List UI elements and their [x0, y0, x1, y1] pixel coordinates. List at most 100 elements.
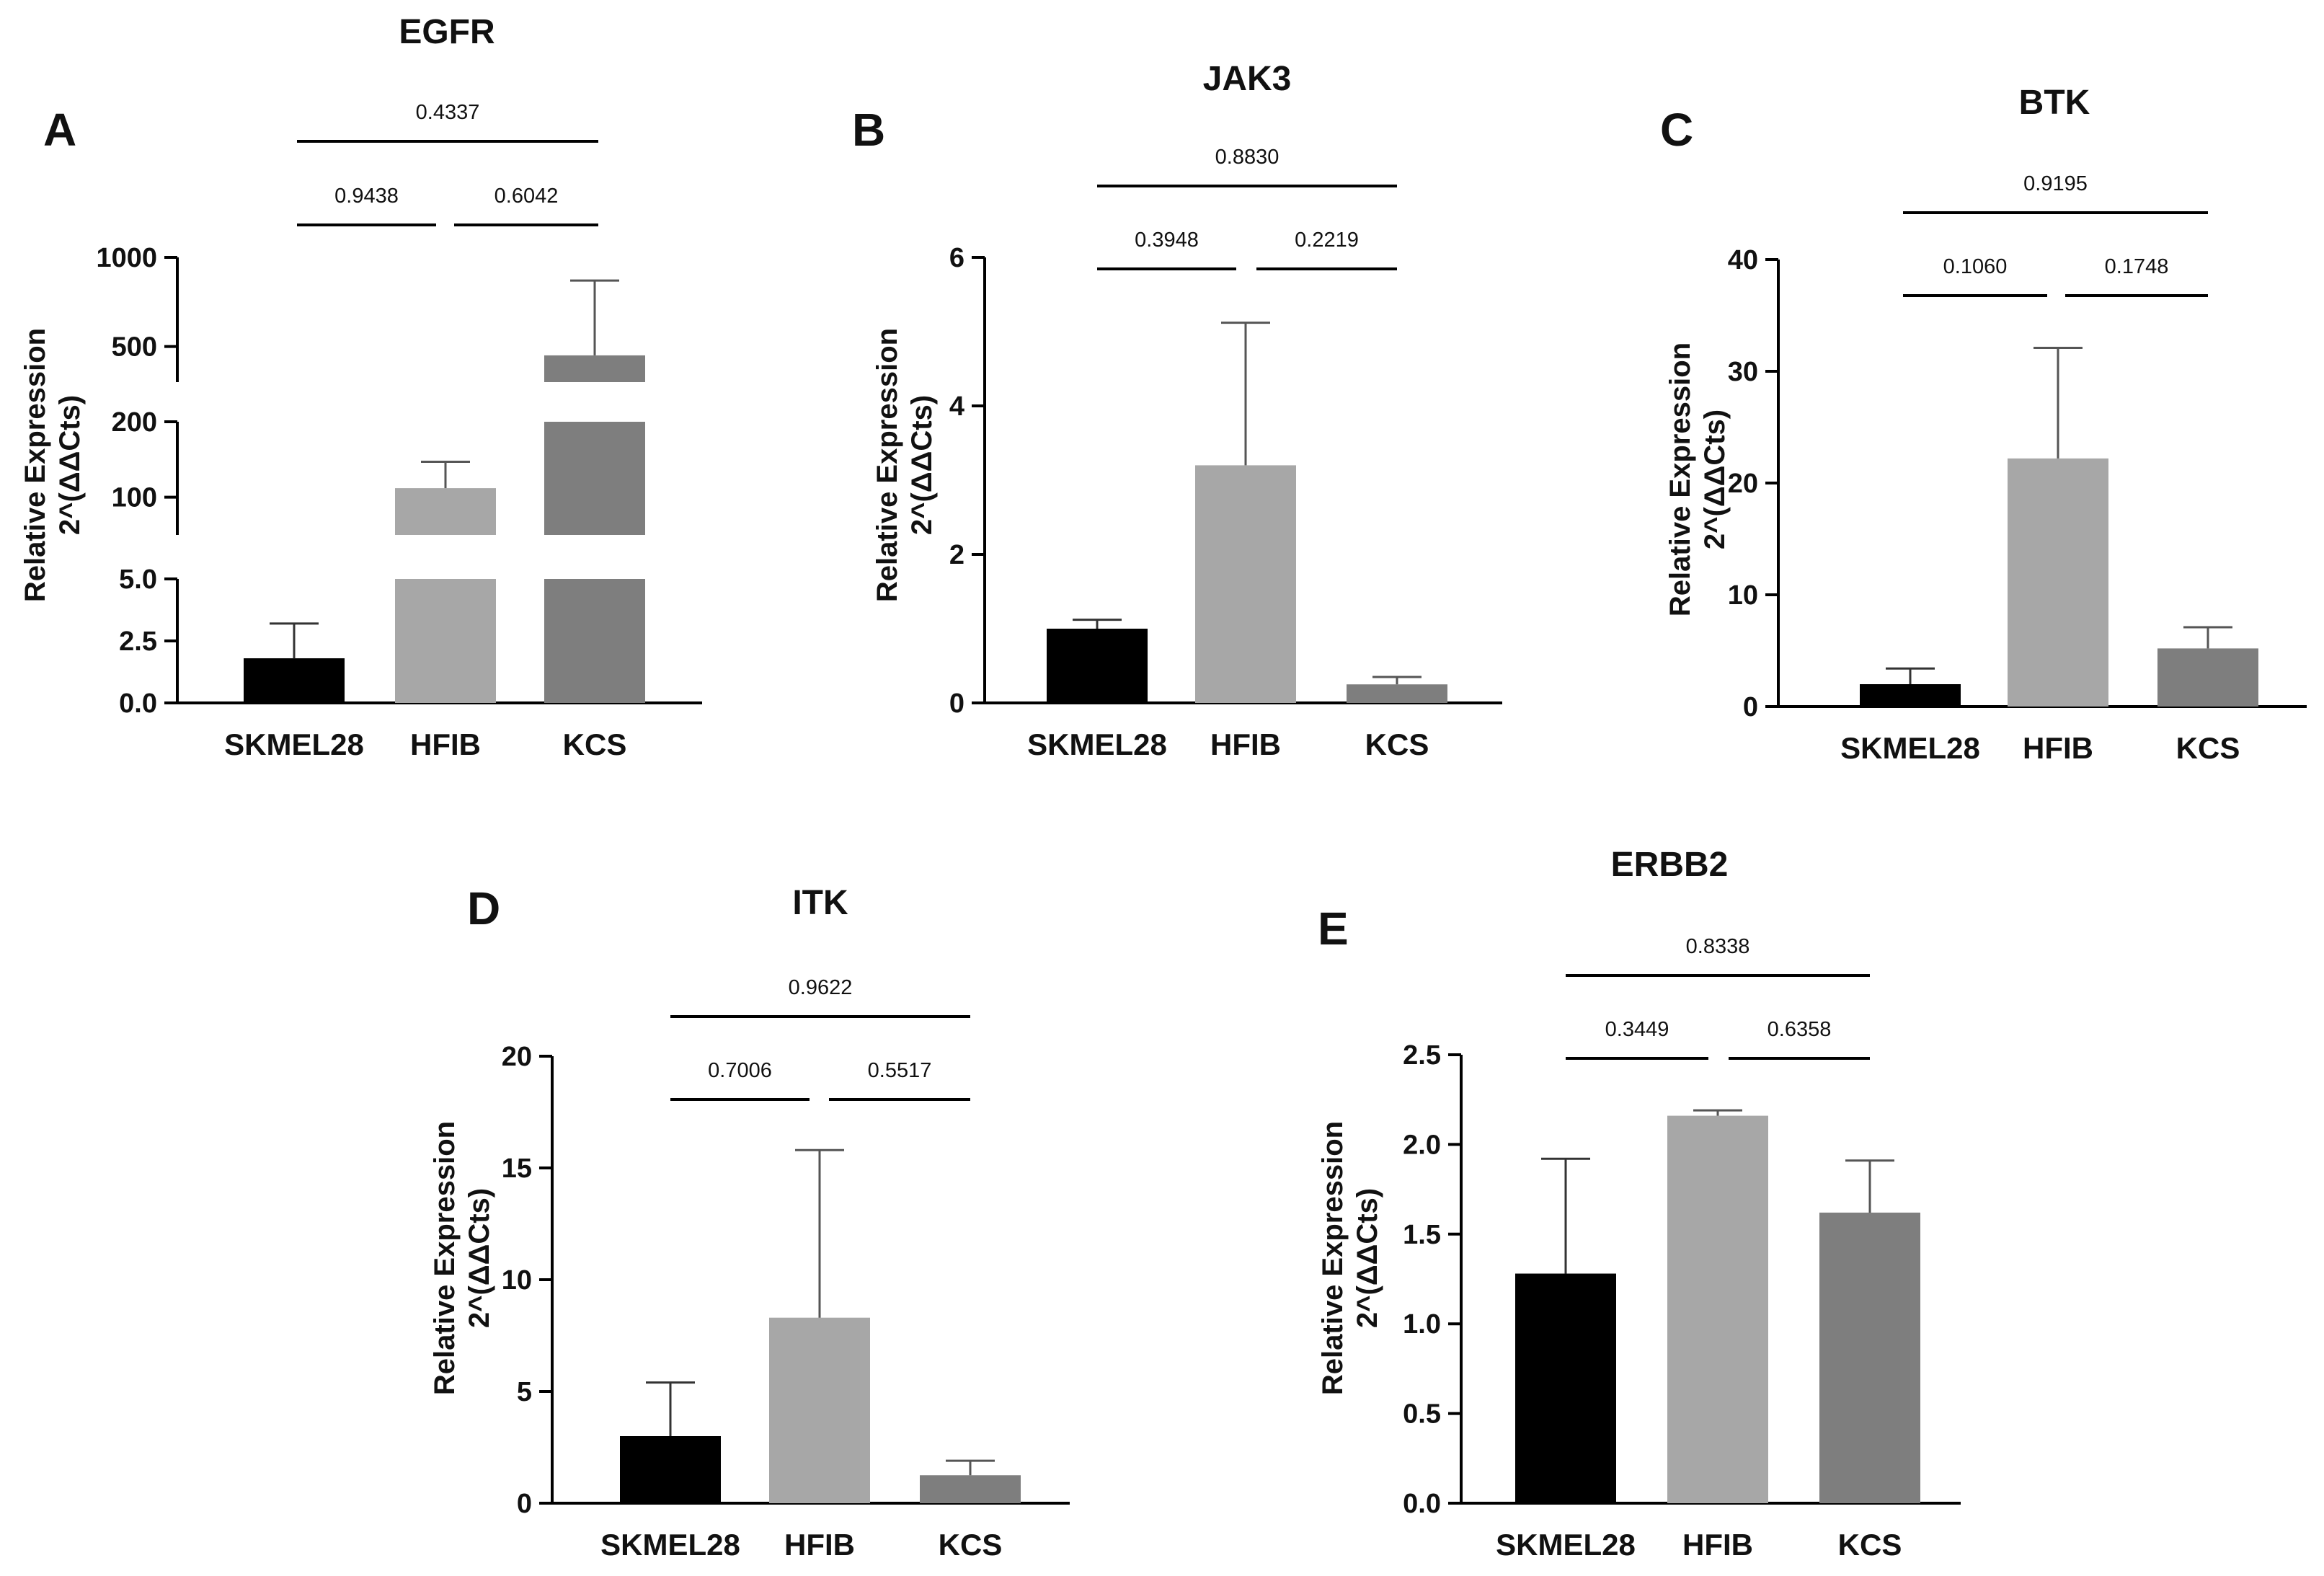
p-value-label: 0.6042: [494, 185, 559, 208]
panel-itk: D ITK Relative Expression 2^(ΔΔCts) 0 5 10…: [429, 882, 1070, 1562]
y-tick-label: 500: [112, 332, 157, 363]
y-tick-label: 200: [112, 407, 157, 438]
bar-kcs: [920, 1475, 1021, 1503]
y-tick-label: 2.0: [1403, 1130, 1441, 1160]
bar-hfib: [2008, 458, 2108, 707]
bar-skmel28: [1047, 629, 1148, 703]
y-tick-label: 4: [949, 391, 964, 422]
y-tick-label: 2: [949, 540, 964, 570]
bar-skmel28: [1515, 1273, 1616, 1503]
panel-btk: C BTK Relative Expression 2^(ΔΔCts) 0 10 2…: [1660, 84, 2307, 765]
x-tick-label: HFIB: [410, 727, 481, 761]
panel-erbb2: E ERBB2 Relative Expression 2^(ΔΔCts) 0.…: [1317, 846, 1961, 1562]
y-tick-label: 0: [1743, 692, 1758, 722]
p-value-label: 0.8830: [1215, 146, 1279, 169]
panel-letter: E: [1318, 903, 1349, 955]
y-tick-label: 30: [1728, 357, 1758, 387]
x-tick-label: HFIB: [2023, 731, 2093, 765]
y-tick-label: 6: [949, 243, 964, 273]
y-axis-label-line2: 2^(ΔΔCts): [54, 395, 86, 535]
bar-kcs: [1347, 684, 1447, 703]
p-value-label: 0.9438: [334, 185, 399, 208]
x-tick-label: SKMEL28: [1496, 1528, 1636, 1562]
y-tick-label: 0: [949, 689, 964, 719]
panel-letter: D: [467, 882, 500, 934]
y-tick-label: 0.0: [1403, 1489, 1441, 1519]
y-tick-label: 0.5: [1403, 1399, 1441, 1430]
panel-letter: A: [43, 104, 76, 156]
bar-hfib: [769, 1317, 870, 1503]
y-tick-label: 20: [1728, 469, 1758, 499]
y-axis-label-line1: Relative Expression: [429, 1121, 461, 1395]
p-value-label: 0.2219: [1295, 229, 1359, 252]
x-tick-label: HFIB: [1682, 1528, 1753, 1562]
y-tick-label: 0: [517, 1489, 532, 1519]
bar-hfib: [395, 579, 496, 703]
y-tick-label: 1000: [96, 243, 157, 273]
bar-hfib: [395, 488, 496, 535]
chart-title: EGFR: [399, 13, 494, 51]
chart-title: ERBB2: [1611, 846, 1729, 884]
y-tick-label: 0.0: [119, 689, 157, 719]
bar-kcs: [2157, 648, 2258, 707]
bar-kcs: [544, 422, 645, 535]
p-value-label: 0.8338: [1686, 935, 1750, 958]
x-tick-label: SKMEL28: [1840, 731, 1980, 765]
p-value-label: 0.9622: [789, 976, 853, 999]
y-axis-label-line2: 2^(ΔΔCts): [464, 1188, 495, 1328]
y-tick-label: 5.0: [119, 565, 157, 595]
y-axis-label-line1: Relative Expression: [872, 328, 903, 602]
y-tick-label: 100: [112, 483, 157, 513]
bar-hfib: [1195, 465, 1296, 703]
y-axis-label-line2: 2^(ΔΔCts): [1352, 1188, 1383, 1328]
x-tick-label: KCS: [1365, 727, 1429, 761]
y-tick-label: 10: [1728, 580, 1758, 611]
bar-kcs: [544, 579, 645, 703]
y-tick-label: 20: [502, 1042, 532, 1072]
p-value-label: 0.9195: [2023, 172, 2088, 195]
y-axis-label-line1: Relative Expression: [1317, 1121, 1349, 1395]
x-tick-label: SKMEL28: [224, 727, 364, 761]
p-value-label: 0.5517: [868, 1059, 932, 1082]
x-tick-label: HFIB: [1210, 727, 1281, 761]
y-tick-label: 1.0: [1403, 1309, 1441, 1340]
p-value-label: 0.3948: [1135, 229, 1199, 252]
y-tick-label: 15: [502, 1154, 532, 1184]
y-axis-label-line2: 2^(ΔΔCts): [906, 395, 938, 535]
y-axis-label-line1: Relative Expression: [1664, 342, 1696, 616]
p-value-label: 0.1748: [2105, 255, 2169, 278]
bar-kcs: [1819, 1212, 1920, 1503]
x-tick-label: HFIB: [784, 1528, 855, 1562]
p-value-label: 0.7006: [708, 1059, 772, 1082]
y-axis-label-line2: 2^(ΔΔCts): [1699, 410, 1731, 549]
panel-egfr: A EGFR Relative Expression 2^(ΔΔCts) 0.0…: [19, 13, 702, 761]
chart-title: ITK: [792, 884, 848, 922]
p-value-label: 0.4337: [416, 101, 480, 124]
panel-letter: B: [852, 104, 885, 156]
y-tick-label: 10: [502, 1265, 532, 1296]
x-tick-label: KCS: [563, 727, 627, 761]
y-tick-label: 5: [517, 1377, 532, 1407]
x-tick-label: KCS: [2176, 731, 2240, 765]
y-tick-label: 2.5: [1403, 1040, 1441, 1071]
panel-jak3: B JAK3 Relative Expression 2^(ΔΔCts) 0 2 4…: [852, 60, 1502, 761]
bar-kcs: [544, 355, 645, 382]
bar-skmel28: [244, 658, 345, 703]
bar-skmel28: [620, 1436, 721, 1503]
x-tick-label: SKMEL28: [600, 1528, 740, 1562]
bar-hfib: [1667, 1115, 1768, 1503]
y-axis-label-line1: Relative Expression: [19, 328, 51, 602]
p-value-label: 0.1060: [1943, 255, 2008, 278]
p-value-label: 0.3449: [1605, 1018, 1669, 1041]
x-tick-label: KCS: [1838, 1528, 1902, 1562]
y-tick-label: 1.5: [1403, 1220, 1441, 1250]
x-tick-label: SKMEL28: [1027, 727, 1167, 761]
chart-title: BTK: [2019, 84, 2090, 122]
chart-title: JAK3: [1203, 60, 1292, 98]
bar-skmel28: [1860, 684, 1961, 707]
x-tick-label: KCS: [939, 1528, 1003, 1562]
p-value-label: 0.6358: [1768, 1018, 1832, 1041]
y-tick-label: 40: [1728, 245, 1758, 275]
